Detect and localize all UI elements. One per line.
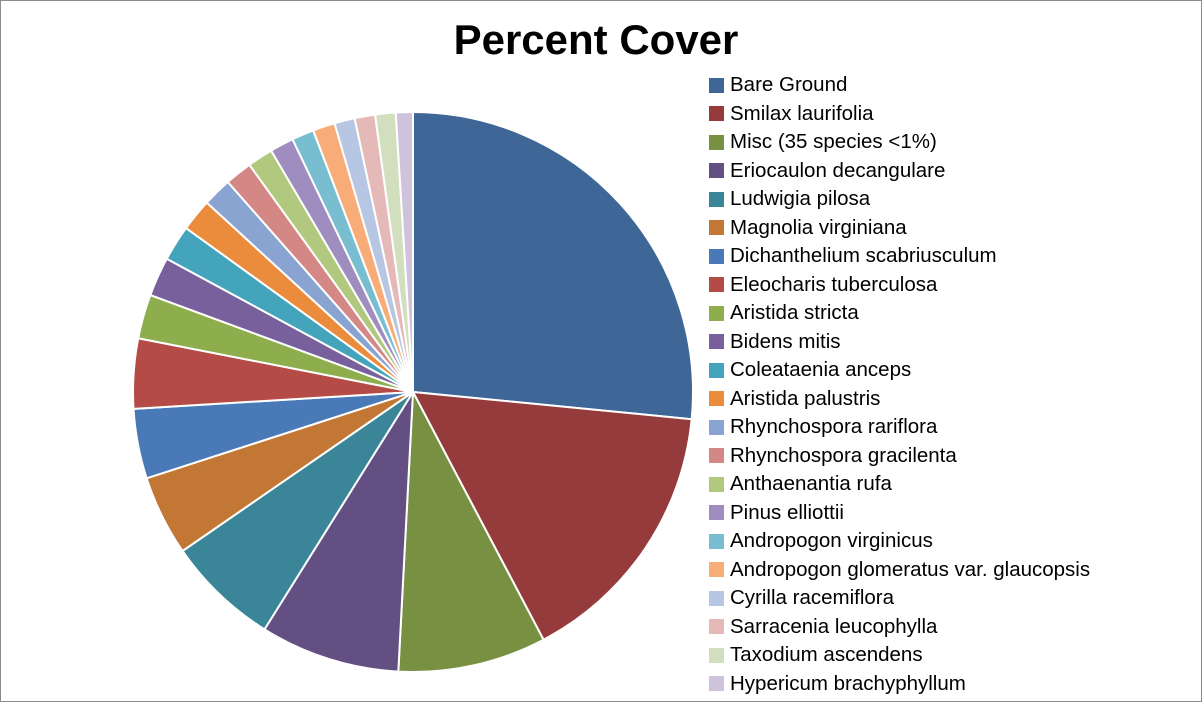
legend-swatch [709, 305, 724, 321]
chart-title: Percent Cover [453, 16, 739, 63]
legend-item-cyrilla-racemiflora: Cyrilla racemiflora [709, 584, 1090, 613]
legend-item-eriocaulon-decangulare: Eriocaulon decangulare [709, 157, 1090, 186]
legend-item-misc-35-species-1: Misc (35 species <1%) [709, 128, 1090, 157]
legend-item-rhynchospora-rariflora: Rhynchospora rariflora [709, 413, 1090, 442]
legend-label: Pinus elliottii [730, 500, 844, 524]
legend-swatch [709, 419, 724, 435]
legend-label: Magnolia virginiana [730, 215, 907, 239]
legend-swatch [709, 505, 724, 521]
legend-swatch [709, 134, 724, 150]
legend-label: Rhynchospora gracilenta [730, 443, 957, 467]
legend-item-pinus-elliottii: Pinus elliottii [709, 499, 1090, 528]
legend-label: Coleataenia anceps [730, 358, 912, 382]
pie-slice-ludwigia-pilosa [181, 391, 414, 631]
legend-item-andropogon-virginicus: Andropogon virginicus [709, 527, 1090, 556]
legend-swatch [709, 676, 724, 692]
legend-label: Sarracenia leucophylla [730, 614, 938, 638]
legend-item-coleataenia-anceps: Coleataenia anceps [709, 356, 1090, 385]
legend-item-rhynchospora-gracilenta: Rhynchospora gracilenta [709, 442, 1090, 471]
legend: Bare Ground Smilax laurifolia Misc (35 spe… [709, 71, 1090, 698]
legend-label: Taxodium ascendens [730, 643, 923, 667]
legend-label: Dichanthelium scabriusculum [730, 244, 997, 268]
legend-item-sarracenia-leucophylla: Sarracenia leucophylla [709, 613, 1090, 642]
legend-label: Smilax laurifolia [730, 101, 874, 125]
legend-swatch [709, 619, 724, 635]
legend-item-dichanthelium-scabriusculum: Dichanthelium scabriusculum [709, 242, 1090, 271]
legend-item-hypericum-brachyphyllum: Hypericum brachyphyllum [709, 670, 1090, 699]
pie-slice-smilax-laurifolia [412, 391, 693, 641]
legend-label: Eriocaulon decangulare [730, 158, 946, 182]
legend-item-bare-ground: Bare Ground [709, 71, 1090, 100]
legend-item-bidens-mitis: Bidens mitis [709, 328, 1090, 357]
legend-item-smilax-laurifolia: Smilax laurifolia [709, 100, 1090, 129]
legend-label: Bidens mitis [730, 329, 841, 353]
legend-item-andropogon-glomeratus-var-glaucopsis: Andropogon glomeratus var. glaucopsis [709, 556, 1090, 585]
legend-item-taxodium-ascendens: Taxodium ascendens [709, 641, 1090, 670]
legend-label: Bare Ground [730, 73, 848, 97]
pie-slice-eriocaulon-decangulare [263, 391, 414, 673]
legend-swatch [709, 448, 724, 464]
legend-item-aristida-stricta: Aristida stricta [709, 299, 1090, 328]
legend-swatch [709, 248, 724, 264]
legend-swatch [709, 220, 724, 236]
legend-label: Misc (35 species <1%) [730, 130, 937, 154]
legend-label: Aristida stricta [730, 301, 859, 325]
legend-label: Aristida palustris [730, 386, 881, 410]
legend-swatch [709, 277, 724, 293]
legend-label: Anthaenantia rufa [730, 472, 892, 496]
legend-label: Ludwigia pilosa [730, 187, 871, 211]
legend-swatch [709, 163, 724, 179]
legend-swatch [709, 334, 724, 350]
legend-label: Hypericum brachyphyllum [730, 671, 966, 695]
legend-swatch [709, 590, 724, 606]
legend-item-anthaenantia-rufa: Anthaenantia rufa [709, 470, 1090, 499]
legend-swatch [709, 77, 724, 93]
legend-item-ludwigia-pilosa: Ludwigia pilosa [709, 185, 1090, 214]
legend-label: Eleocharis tuberculosa [730, 272, 938, 296]
legend-label: Cyrilla racemiflora [730, 586, 895, 610]
pie-slice-hypericum-brachyphyllum [394, 110, 414, 393]
legend-item-magnolia-virginiana: Magnolia virginiana [709, 214, 1090, 243]
legend-swatch [709, 476, 724, 492]
legend-label: Andropogon virginicus [730, 529, 933, 553]
legend-swatch [709, 562, 724, 578]
legend-item-aristida-palustris: Aristida palustris [709, 385, 1090, 414]
legend-swatch [709, 106, 724, 122]
legend-swatch [709, 191, 724, 207]
pie-slice-misc-35-species-1 [397, 391, 545, 673]
legend-swatch [709, 647, 724, 663]
legend-label: Rhynchospora rariflora [730, 415, 938, 439]
pie-slice-bare-ground [412, 111, 695, 421]
legend-swatch [709, 391, 724, 407]
legend-swatch [709, 362, 724, 378]
legend-item-eleocharis-tuberculosa: Eleocharis tuberculosa [709, 271, 1090, 300]
legend-label: Andropogon glomeratus var. glaucopsis [730, 557, 1091, 581]
legend-swatch [709, 533, 724, 549]
